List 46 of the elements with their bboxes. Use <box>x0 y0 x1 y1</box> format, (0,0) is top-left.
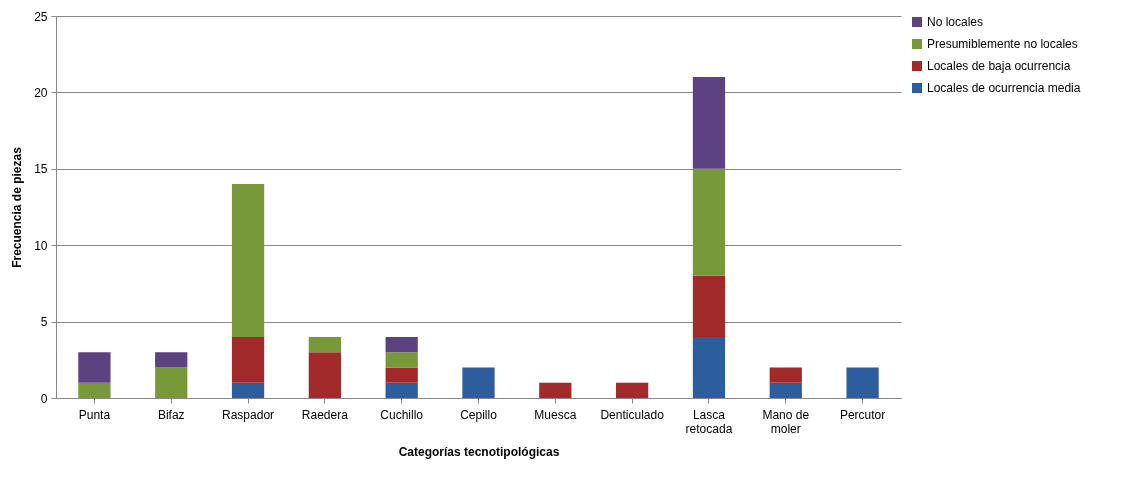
y-tick-label: 15 <box>34 162 48 177</box>
bar <box>769 382 802 398</box>
bar <box>385 352 418 368</box>
bar <box>308 336 341 353</box>
bar <box>692 168 726 276</box>
bar <box>616 382 649 398</box>
bar <box>769 367 802 383</box>
bar <box>692 275 726 337</box>
x-tick-label: Cepillo <box>460 407 498 422</box>
y-tick-label: 10 <box>34 238 48 253</box>
bar <box>846 367 879 398</box>
y-axis-title: Frecuencia de piezas <box>10 146 25 268</box>
x-tick-label: Lasca retocada <box>685 407 733 436</box>
x-tick-label: Punta <box>78 407 111 422</box>
bar <box>462 367 495 398</box>
legend-label: Presumiblemente no locales <box>927 37 1078 51</box>
y-tick-label: 0 <box>40 391 48 406</box>
x-tick-label: Muesca <box>534 407 577 422</box>
bar <box>78 382 111 398</box>
bar <box>308 352 341 398</box>
x-tick-label: Mano de moler <box>762 407 810 436</box>
bar <box>385 367 418 383</box>
bar <box>539 382 572 398</box>
bar <box>692 77 726 169</box>
bar <box>78 352 111 383</box>
y-tick-label: 20 <box>34 85 48 100</box>
bar <box>231 382 265 398</box>
y-tick-label: 5 <box>40 315 48 330</box>
bar <box>155 367 188 398</box>
x-tick-label: Raedera <box>301 407 349 422</box>
bar <box>155 352 188 368</box>
y-tick-label: 25 <box>34 9 48 24</box>
bar <box>231 336 265 383</box>
x-tick-label: Percutor <box>839 407 886 422</box>
bar <box>385 382 418 398</box>
bar <box>231 184 265 337</box>
legend-label: Locales de ocurrencia media <box>927 81 1081 95</box>
x-tick-label: Bifaz <box>157 407 185 422</box>
legend-label: No locales <box>927 15 984 29</box>
x-tick-label: Cuchillo <box>380 407 424 422</box>
x-axis-title: Categorías tecnotipológicas <box>398 444 560 459</box>
x-tick-label: Raspador <box>222 407 275 422</box>
x-tick-label: Denticulado <box>600 407 665 422</box>
bar <box>692 336 726 398</box>
legend-label: Locales de baja ocurrencia <box>927 59 1071 73</box>
bar <box>385 336 418 353</box>
